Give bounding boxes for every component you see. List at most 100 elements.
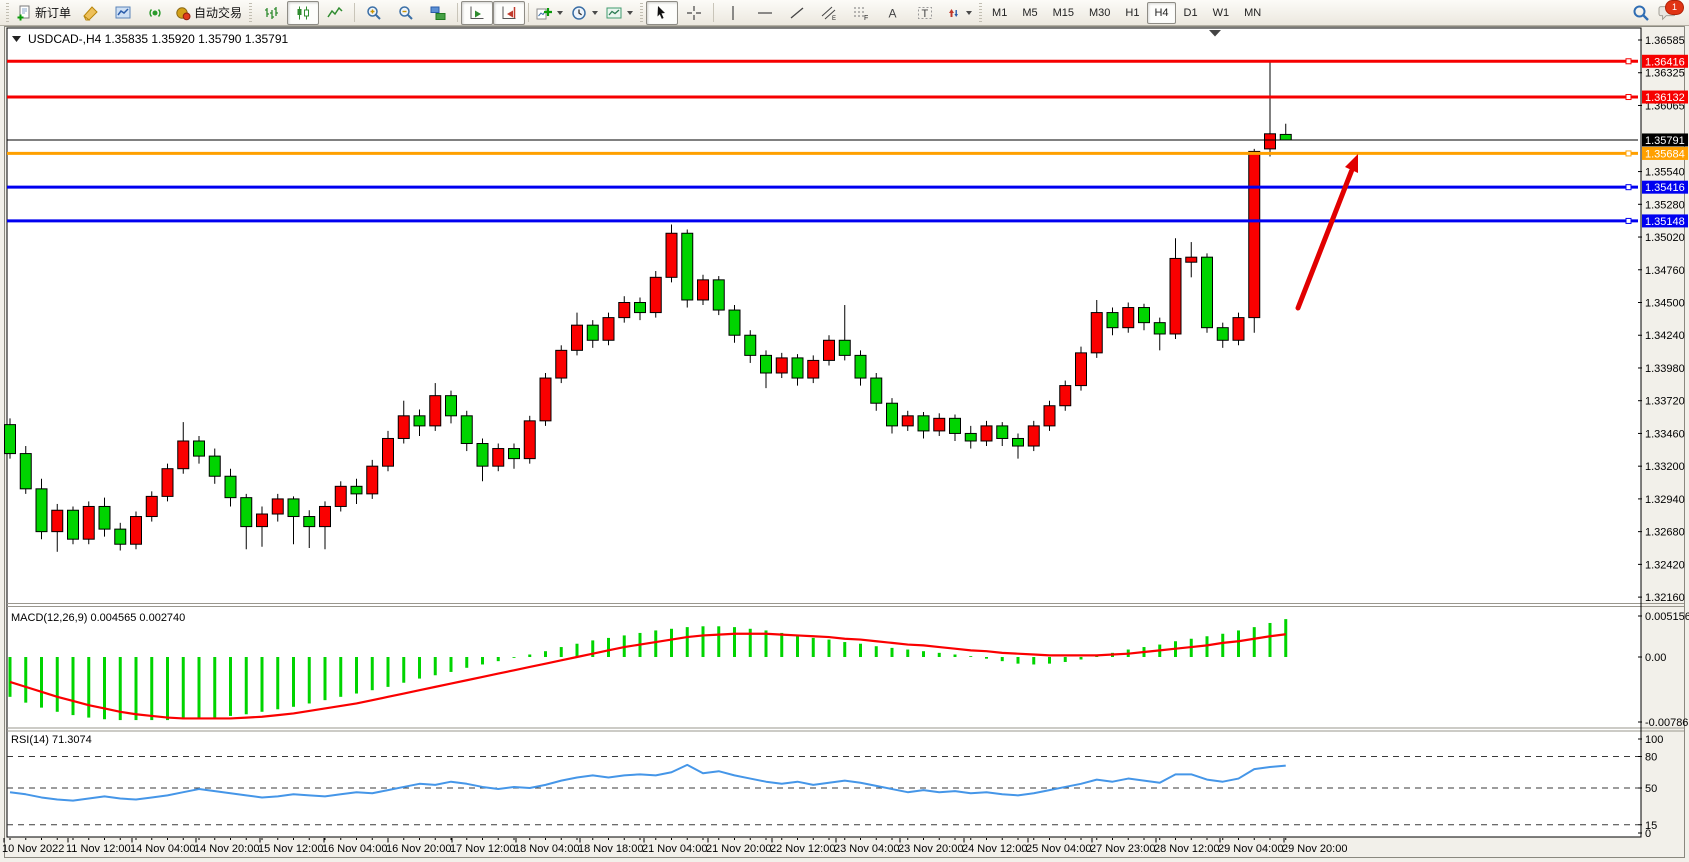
bull-candle [161, 468, 174, 497]
bear-candle [460, 415, 473, 445]
bear-candle [791, 357, 804, 379]
add-indicator-icon [536, 7, 553, 19]
notifications-button[interactable]: 1 [1658, 0, 1684, 22]
time-tick-label: 21 Nov 20:00 [706, 843, 771, 855]
crayon-icon [83, 5, 98, 21]
resistance-line-1.36132[interactable] [7, 94, 1638, 101]
rsi-level-lines [7, 756, 1638, 826]
bull-candle [319, 505, 331, 528]
auto-scroll-button[interactable] [461, 0, 494, 25]
line-handle[interactable] [1625, 217, 1632, 224]
auto-scroll-icon [470, 6, 484, 19]
line-handle[interactable] [1625, 94, 1632, 101]
bear-candle [728, 309, 741, 336]
macd-tick-label: -0.00786 [1645, 717, 1688, 729]
timeframe-button-M5[interactable]: M5 [1022, 6, 1038, 19]
templates-button[interactable] [602, 1, 637, 25]
bear-candle [1201, 256, 1213, 329]
periods-button[interactable] [567, 1, 602, 25]
rsi-header: RSI(14) 71.3074 [11, 734, 92, 746]
bear-candle [1153, 322, 1166, 335]
support-line-1.35148[interactable] [7, 217, 1638, 224]
chart-title: USDCAD-,H4 1.35835 1.35920 1.35790 1.357… [28, 32, 289, 46]
timeframe-button-D1[interactable]: D1 [1183, 6, 1198, 19]
timeframe-button-M1[interactable]: M1 [992, 6, 1008, 19]
text-button[interactable]: A [877, 1, 909, 25]
trend-arrow-annotation[interactable] [1295, 154, 1358, 311]
arrows-button[interactable] [941, 1, 976, 25]
timeframe-button-M15[interactable]: M15 [1052, 6, 1074, 19]
price-axis[interactable]: 1.365851.363251.360651.355401.352801.350… [1638, 28, 1688, 837]
text-label-button[interactable]: T [909, 1, 941, 25]
time-tick-label: 18 Nov 04:00 [514, 843, 579, 855]
chart-shift-button[interactable] [493, 0, 526, 25]
bull-candle [1090, 312, 1103, 354]
dropdown-arrow-icon [966, 11, 973, 18]
fibonacci-button[interactable]: F [845, 1, 877, 25]
timeframe-button-H1[interactable]: H1 [1125, 6, 1140, 19]
bull-candle [1075, 352, 1087, 387]
bull-candle [366, 465, 379, 495]
new-order-button[interactable]: 新订单 [12, 1, 75, 25]
tile-windows-button[interactable] [422, 1, 454, 25]
bull-candle [1027, 425, 1040, 447]
vertical-line-button[interactable] [717, 1, 749, 25]
line-handle[interactable] [1625, 150, 1632, 157]
price-tick-label: 1.33460 [1645, 428, 1685, 440]
line-handle[interactable] [1625, 184, 1632, 191]
bear-candle [744, 334, 757, 356]
line-chart-button[interactable] [319, 1, 351, 25]
line-handle[interactable] [1625, 58, 1632, 65]
main-toolbar: 新订单 自动交易 [0, 0, 1689, 26]
zoom-in-button[interactable] [358, 1, 390, 25]
time-tick-label: 16 Nov 04:00 [322, 843, 387, 855]
price-tick-label: 1.32160 [1645, 592, 1685, 604]
horizontal-line-button[interactable] [749, 1, 781, 25]
resistance-line-1.36416[interactable] [7, 58, 1638, 65]
timeframe-button-MN[interactable]: MN [1244, 6, 1262, 19]
bull-candle [382, 437, 394, 467]
svg-text:A: A [889, 6, 897, 20]
chart-window-button[interactable] [107, 1, 139, 25]
toolbar-separator [528, 3, 530, 22]
candlestick-chart-button[interactable] [287, 0, 320, 25]
time-tick-label: 23 Nov 20:00 [898, 843, 963, 855]
svg-text:1.35148: 1.35148 [1645, 216, 1685, 228]
timeframe-button-W1[interactable]: W1 [1212, 6, 1230, 19]
search-icon[interactable] [1632, 4, 1650, 22]
equidistant-channel-button[interactable]: E [813, 1, 845, 25]
styler-button[interactable] [75, 1, 107, 25]
trendline-button[interactable] [781, 1, 813, 25]
price-badge-1.35148: 1.35148 [1642, 214, 1688, 228]
zoom-out-button[interactable] [390, 1, 422, 25]
symbol-dropdown-icon[interactable] [12, 36, 21, 42]
bar-chart-button[interactable] [255, 1, 287, 25]
signals-button[interactable] [139, 1, 171, 25]
bull-candle [649, 276, 662, 314]
indicators-button[interactable] [532, 1, 567, 25]
timeframe-button-M30[interactable]: M30 [1089, 6, 1111, 19]
rsi-line [9, 763, 1286, 802]
time-tick-label: 11 Nov 12:00 [66, 843, 131, 855]
crosshair-button[interactable] [678, 1, 710, 25]
autotrading-button[interactable]: 自动交易 [171, 1, 246, 25]
bull-candle [571, 324, 583, 351]
bull-candle [1043, 405, 1056, 427]
bull-candle [397, 415, 410, 439]
cursor-button[interactable] [646, 0, 679, 25]
svg-text:1.35791: 1.35791 [1645, 135, 1685, 147]
price-tick-label: 1.33200 [1645, 461, 1685, 473]
dropdown-arrow-icon [592, 11, 599, 18]
bear-candle [287, 498, 300, 518]
rsi-tick-label: 0 [1645, 828, 1651, 840]
bear-candle [917, 415, 930, 432]
bear-candle [586, 324, 599, 341]
bull-candle [1122, 307, 1135, 329]
pivot-line-1.35684[interactable] [7, 150, 1638, 157]
timeframe-button-H4[interactable]: H4 [1147, 1, 1176, 24]
support-line-1.35416[interactable] [7, 184, 1638, 191]
chart-plot-area[interactable] [6, 27, 1642, 838]
chart-shift-marker[interactable] [1209, 30, 1221, 37]
bull-candle [523, 420, 536, 460]
